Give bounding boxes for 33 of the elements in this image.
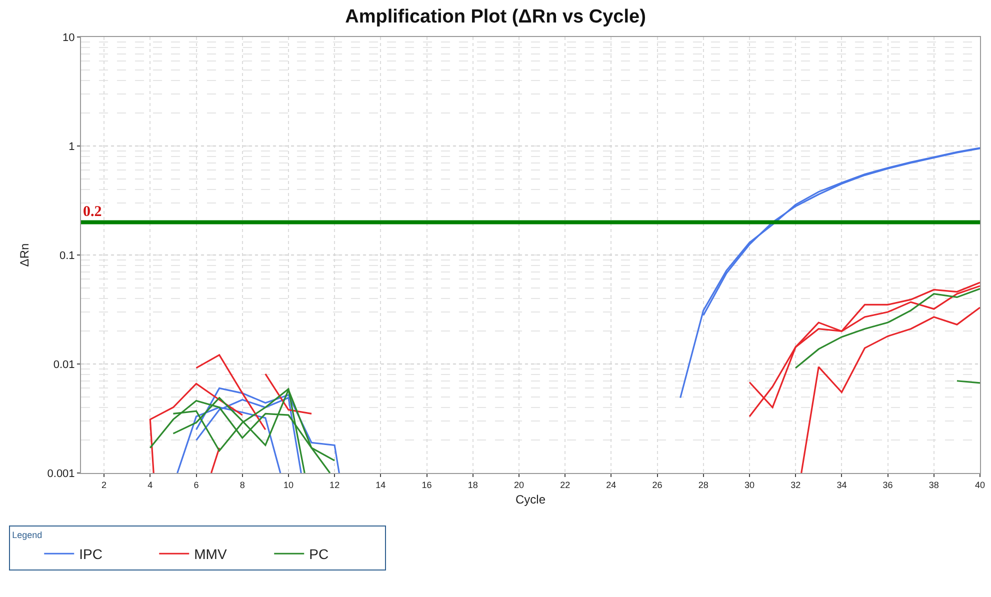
y-tick-label: 0.1	[60, 250, 75, 262]
x-tick-label: 40	[974, 480, 986, 490]
x-tick-label: 12	[330, 480, 340, 490]
x-tick-label: 34	[836, 480, 847, 490]
x-tick-label: 8	[240, 480, 245, 490]
x-tick-label: 30	[744, 480, 754, 490]
x-tick-label: 6	[194, 480, 199, 490]
x-tick-label: 10	[283, 480, 294, 490]
x-axis-title: Cycle	[515, 492, 546, 507]
y-tick-label: 0.01	[53, 358, 75, 371]
x-tick-label: 28	[698, 480, 708, 490]
y-axis-title: ΔRn	[18, 243, 32, 267]
x-tick-label: 14	[376, 480, 386, 490]
chart-title: Amplification Plot (ΔRn vs Cycle)	[345, 6, 646, 28]
legend-label: PC	[309, 546, 329, 562]
x-tick-label: 2	[102, 480, 107, 490]
x-tick-label: 38	[928, 480, 939, 490]
y-tick-label: 10	[62, 32, 75, 44]
y-tick-label: 1	[68, 140, 75, 153]
x-tick-label: 32	[790, 480, 801, 490]
x-tick-label: 26	[652, 480, 662, 490]
legend-label: IPC	[79, 546, 102, 562]
legend-title: Legend	[12, 530, 42, 540]
x-tick-label: 22	[560, 480, 570, 490]
x-tick-label: 16	[422, 480, 432, 490]
x-tick-label: 36	[882, 480, 893, 490]
x-tick-label: 24	[606, 480, 616, 490]
x-tick-label: 20	[514, 480, 524, 490]
y-tick-label: 0.001	[47, 468, 75, 480]
x-tick-label: 4	[148, 480, 153, 490]
ref-line-label: 0.2	[83, 204, 102, 220]
legend-label: MMV	[194, 546, 228, 562]
x-tick-label: 18	[468, 480, 478, 490]
